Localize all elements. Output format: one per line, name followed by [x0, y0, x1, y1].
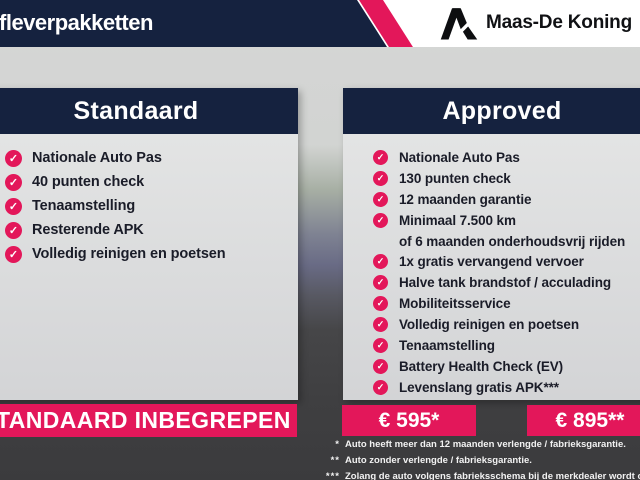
check-icon: ✓ [5, 149, 22, 167]
check-icon: ✓ [373, 337, 388, 353]
card-standaard: Standaard ✓ Nationale Auto Pas ✓ 40 punt… [0, 88, 298, 400]
check-icon: ✓ [373, 317, 388, 333]
list-item: ✓ Volledig reinigen en poetsen [373, 314, 640, 335]
footnote-text: Zolang de auto volgens fabrieksschema bi… [345, 470, 640, 480]
list-item: ✓ Nationale Auto Pas [5, 146, 298, 170]
footnote-text: Auto zonder verlengde / fabrieksgarantie… [345, 454, 532, 466]
list-item-label: Nationale Auto Pas [399, 149, 520, 165]
card-standaard-title: Standaard [0, 88, 298, 134]
list-item: ✓ Nationale Auto Pas [373, 147, 640, 168]
list-item-label: Nationale Auto Pas [32, 150, 162, 166]
list-item-label: Battery Health Check (EV) [399, 358, 564, 374]
approved-feature-list: ✓ Nationale Auto Pas ✓ 130 punten check … [343, 147, 640, 398]
card-approved-title: Approved [343, 88, 640, 134]
list-item-label: Halve tank brandstof / acculading [399, 275, 612, 291]
list-item: ✓ Volledig reinigen en poetsen [5, 242, 298, 266]
check-icon: ✓ [373, 191, 388, 207]
header-navy-panel: fleverpakketten [0, 0, 387, 47]
brand-logo: Maas-De Koning [439, 5, 632, 41]
check-icon: ✓ [373, 170, 388, 186]
list-item-label: of 6 maanden onderhoudsvrij rijden [399, 233, 626, 249]
top-header-bar: fleverpakketten Maas-De Koning [0, 0, 640, 47]
list-item-label: Volledig reinigen en poetsen [399, 317, 579, 333]
list-item: ✓ 130 punten check [373, 168, 640, 189]
footnote-marker: * [335, 438, 340, 450]
footnote-marker: *** [325, 470, 340, 480]
check-icon: ✓ [373, 212, 388, 228]
list-item-label: 1x gratis vervangend vervoer [399, 254, 584, 270]
card-approved: Approved ✓ Nationale Auto Pas ✓ 130 punt… [343, 88, 640, 400]
list-item-label: Tenaamstelling [399, 337, 495, 353]
list-item-label: 130 punten check [399, 170, 511, 186]
card-standaard-body [0, 134, 298, 400]
check-icon: ✓ [373, 254, 388, 270]
list-item: ✓ 1x gratis vervangend vervoer [373, 251, 640, 272]
brand-name: Maas-De Koning [485, 12, 632, 33]
list-item-label: 12 maanden garantie [399, 191, 532, 207]
footnote-marker: ** [330, 454, 340, 466]
check-icon: ✓ [373, 296, 388, 312]
list-item: ✓ Tenaamstelling [5, 194, 298, 218]
footnote: *** Zolang de auto volgens fabrieksschem… [318, 468, 640, 480]
standaard-feature-list: ✓ Nationale Auto Pas ✓ 40 punten check ✓… [0, 146, 298, 266]
check-icon: ✓ [373, 358, 388, 374]
list-item: ✓ Minimaal 7.500 km [373, 210, 640, 231]
card-approved-body [343, 134, 640, 400]
list-item-label: Mobiliteitsservice [399, 296, 511, 312]
list-item: ✓ 40 punten check [5, 170, 298, 194]
check-icon: ✓ [373, 379, 388, 395]
list-item-label: Volledig reinigen en poetsen [32, 246, 226, 262]
price-standaard: € 595* [342, 405, 476, 436]
list-item-label: Levenslang gratis APK*** [399, 379, 559, 395]
list-item-label: Minimaal 7.500 km [399, 212, 516, 228]
list-item-label: 40 punten check [32, 174, 145, 190]
check-icon: ✓ [5, 197, 22, 215]
footnotes: * Auto heeft meer dan 12 maanden verleng… [318, 436, 640, 480]
footnote: ** Auto zonder verlengde / fabrieksgaran… [318, 452, 640, 468]
list-item: ✓ 12 maanden garantie [373, 189, 640, 210]
list-item: ✓ Resterende APK [5, 218, 298, 242]
list-item: ✓ Halve tank brandstof / acculading [373, 272, 640, 293]
brand-logo-icon [439, 5, 479, 41]
list-item: ✓ Battery Health Check (EV) [373, 356, 640, 377]
list-item-label: Tenaamstelling [32, 198, 136, 214]
check-icon: ✓ [373, 275, 388, 291]
list-item: ✓ Tenaamstelling [373, 335, 640, 356]
footnote: * Auto heeft meer dan 12 maanden verleng… [318, 436, 640, 452]
footnote-text: Auto heeft meer dan 12 maanden verlengde… [345, 438, 626, 450]
check-icon: ✓ [5, 221, 22, 239]
list-item: ✓ Levenslang gratis APK*** [373, 377, 640, 398]
price-approved: € 895** [527, 405, 640, 436]
check-icon: ✓ [5, 173, 22, 191]
list-item-continuation: of 6 maanden onderhoudsvrij rijden [373, 231, 640, 252]
check-icon: ✓ [373, 149, 388, 165]
list-item-label: Resterende APK [32, 222, 144, 238]
check-icon: ✓ [5, 245, 22, 263]
page-title: fleverpakketten [0, 10, 153, 35]
list-item: ✓ Mobiliteitsservice [373, 293, 640, 314]
standaard-included-banner: STANDAARD INBEGREPEN [0, 404, 297, 437]
